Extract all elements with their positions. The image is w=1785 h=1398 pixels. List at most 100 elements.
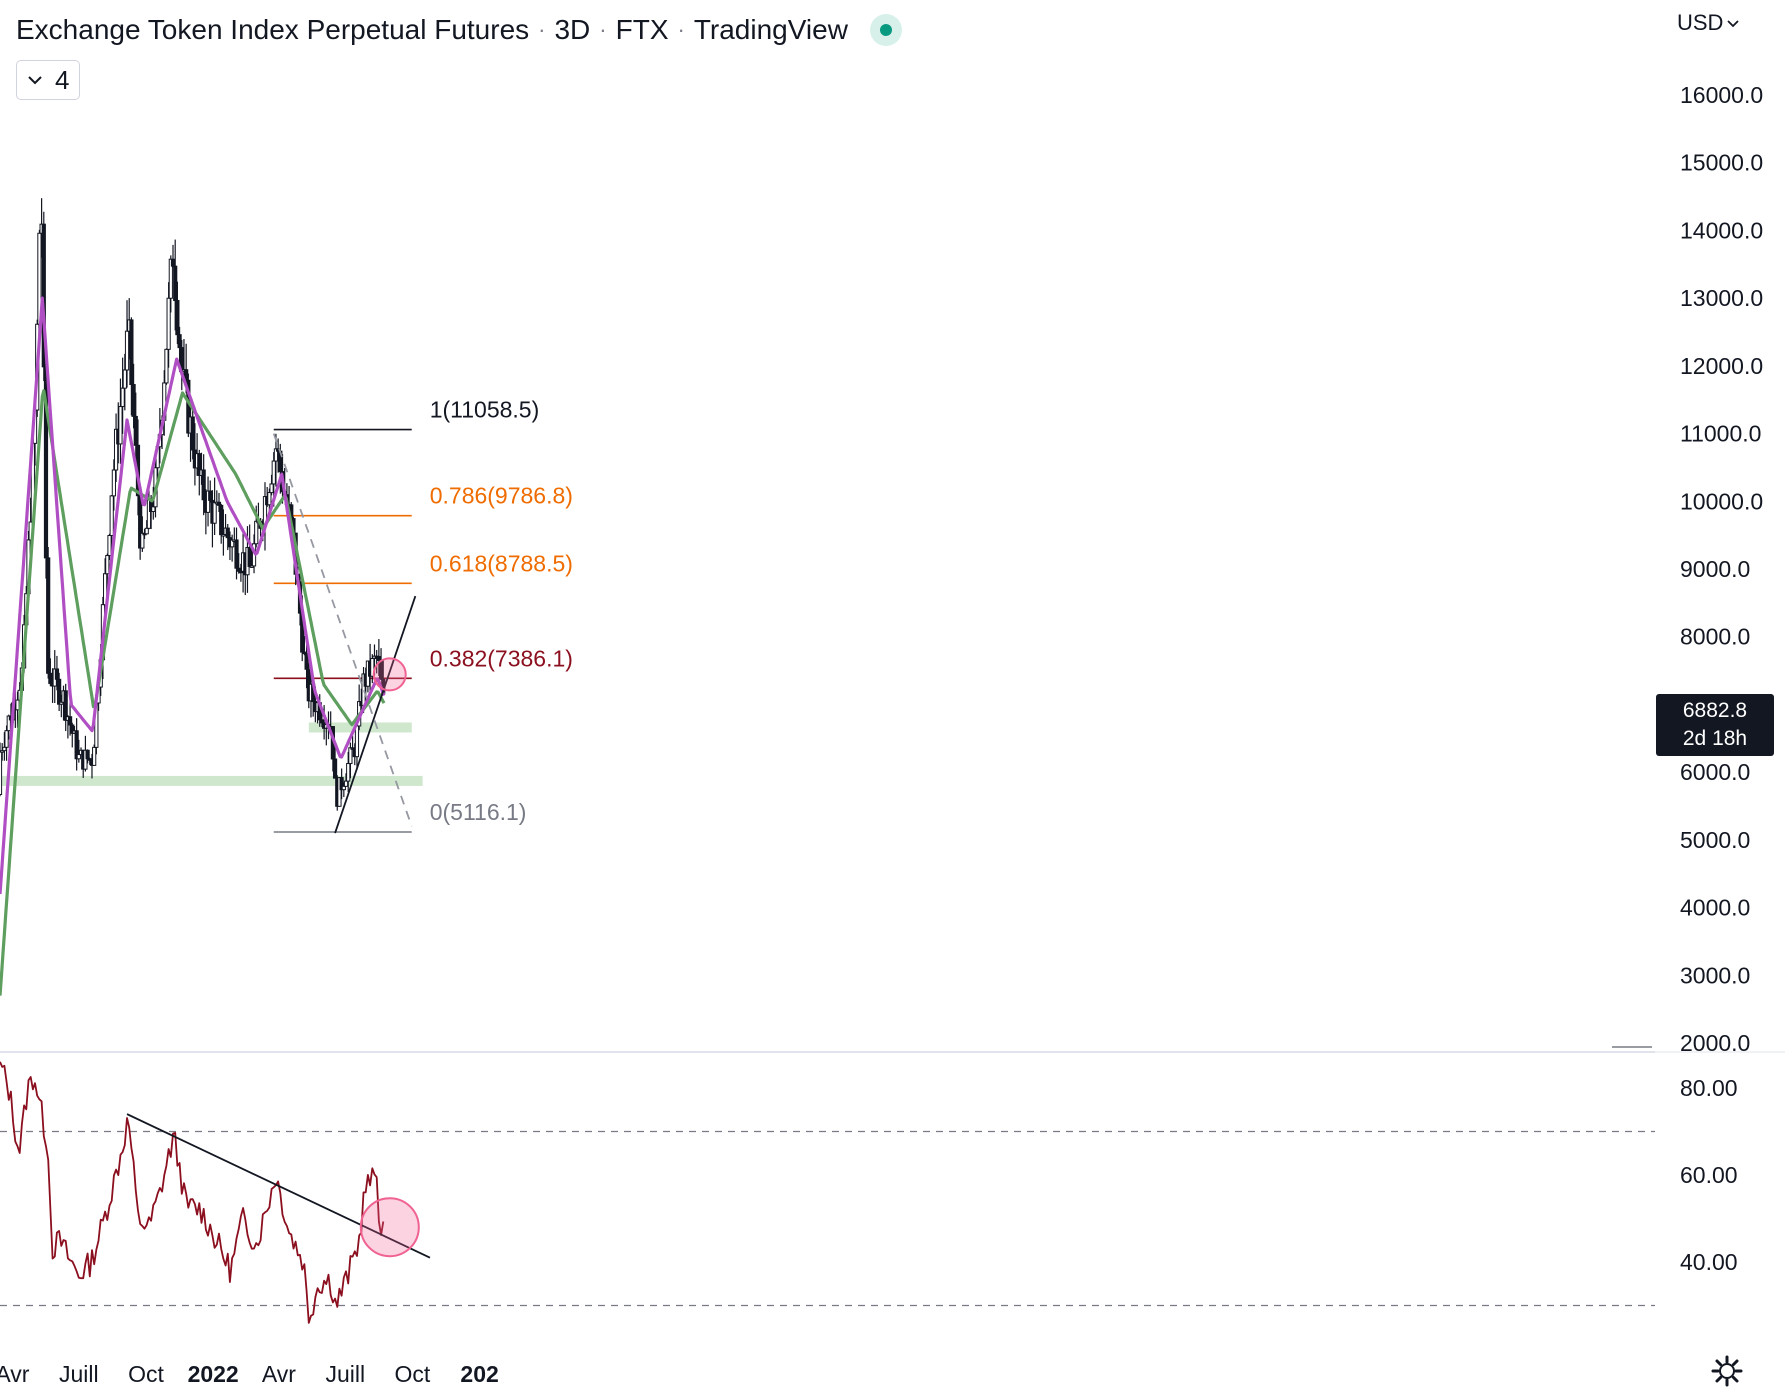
price-axis-label: 13000.0 — [1680, 285, 1763, 311]
rsi-highlight-circle — [359, 1197, 420, 1258]
candle-body — [304, 652, 309, 670]
last-price: 6882.8 — [1682, 699, 1748, 722]
price-axis-label: 10000.0 — [1680, 488, 1763, 514]
fib-level-label: 0(5116.1) — [430, 799, 527, 825]
candle-body — [247, 547, 252, 567]
chevron-down-icon — [28, 76, 42, 85]
time-axis-label: Juill — [59, 1361, 99, 1387]
rsi-line — [0, 1061, 385, 1324]
candle-body — [376, 655, 381, 661]
ema-slow-line — [0, 389, 386, 996]
exchange-label: FTX — [615, 14, 669, 45]
candle-body — [225, 527, 230, 539]
candle-body — [201, 469, 206, 501]
candle-body — [341, 785, 346, 791]
candle-body — [48, 672, 53, 684]
candle-body — [343, 780, 349, 787]
candle-body — [230, 539, 235, 548]
price-axis-label: 8000.0 — [1680, 624, 1750, 650]
candle-body — [212, 502, 217, 524]
candle-body — [122, 369, 127, 389]
candle-body — [208, 490, 213, 501]
price-axis-label: 14000.0 — [1680, 217, 1763, 243]
market-status-icon[interactable] — [869, 14, 902, 46]
rsi-axis-label: 40.00 — [1680, 1249, 1738, 1275]
time-axis-label: Avr — [0, 1361, 30, 1387]
time-axis-label: Oct — [128, 1361, 164, 1387]
candle-body — [63, 690, 68, 721]
status-dot — [879, 24, 892, 36]
candle-body — [41, 223, 46, 368]
candle-body — [0, 751, 3, 795]
price-axis-label: 5000.0 — [1680, 827, 1750, 853]
candle-body — [269, 483, 274, 494]
candle-body — [219, 504, 224, 536]
price-axis-label: 16000.0 — [1680, 82, 1763, 108]
candle-body — [166, 297, 171, 350]
price-axis-label: 6000.0 — [1680, 759, 1750, 785]
candle-body — [151, 506, 156, 513]
price-axis-label: 15000.0 — [1680, 150, 1763, 176]
support-zone — [308, 722, 412, 733]
candle-body — [46, 557, 51, 674]
candle-body — [354, 725, 360, 758]
gear-icon[interactable] — [1710, 1354, 1744, 1388]
chevron-down-icon — [1727, 19, 1740, 27]
candle-body — [76, 754, 81, 760]
price-highlight-circle — [372, 657, 407, 692]
candle-body — [190, 416, 195, 451]
rsi-axis-label: 60.00 — [1680, 1162, 1738, 1188]
indicators-toggle-button[interactable]: 4 — [16, 60, 81, 100]
symbol-title[interactable]: Exchange Token Index Perpetual Futures — [16, 14, 530, 45]
candle-body — [140, 532, 145, 549]
fib-level-label: 1(11058.5) — [430, 397, 540, 423]
candle-body — [4, 730, 9, 748]
candle-body — [120, 387, 125, 408]
candle-body — [177, 334, 182, 349]
candle-body — [107, 534, 112, 557]
candle-body — [92, 746, 97, 766]
candle-body — [170, 258, 176, 267]
candle-body — [15, 699, 20, 711]
price-axis-label: 4000.0 — [1680, 895, 1750, 921]
dashed-trend-line — [272, 433, 413, 827]
candle-body — [2, 746, 7, 752]
candle-body — [124, 330, 130, 371]
rsi-trend-line — [126, 1113, 431, 1259]
support-trend-line — [334, 595, 417, 834]
time-axis-label: 2022 — [188, 1361, 239, 1387]
candle-body — [346, 763, 351, 782]
fib-level-label: 0.382(7386.1) — [430, 645, 573, 671]
rsi-axis-label: 80.00 — [1680, 1075, 1738, 1101]
interval-label[interactable]: 3D — [554, 14, 591, 45]
fib-level-label: 0.618(8788.5) — [430, 550, 573, 576]
time-axis-label: 202 — [460, 1361, 498, 1387]
candle-body — [173, 265, 178, 302]
candle-body — [168, 258, 173, 299]
candle-body — [129, 319, 134, 386]
currency-label: USD — [1677, 10, 1724, 35]
fib-level-label: 0.786(9786.8) — [430, 483, 573, 509]
candle-body — [267, 492, 272, 506]
time-axis-label: Juill — [325, 1361, 365, 1387]
price-axis-label: 3000.0 — [1680, 962, 1750, 988]
candle-body — [85, 749, 90, 760]
time-axis-label: Oct — [395, 1361, 431, 1387]
candle-body — [216, 501, 222, 506]
candle-body — [57, 678, 62, 705]
candle-body — [144, 527, 149, 535]
price-axis-label: 2000.0 — [1680, 1030, 1750, 1056]
indicator-count: 4 — [55, 64, 70, 95]
candle-body — [332, 758, 338, 779]
currency-selector[interactable]: USD — [1677, 10, 1740, 36]
candle-body — [271, 460, 276, 485]
ema-fast-line — [0, 296, 386, 895]
last-price-tag: 6882.8 2d 18h — [1656, 694, 1774, 756]
bar-countdown: 2d 18h — [1682, 727, 1748, 750]
source-label: TradingView — [693, 14, 848, 45]
price-axis-label: 12000.0 — [1680, 353, 1763, 379]
candle-body — [105, 555, 110, 575]
candle-body — [164, 348, 169, 384]
chart-header: Exchange Token Index Perpetual Futures ·… — [16, 8, 902, 52]
